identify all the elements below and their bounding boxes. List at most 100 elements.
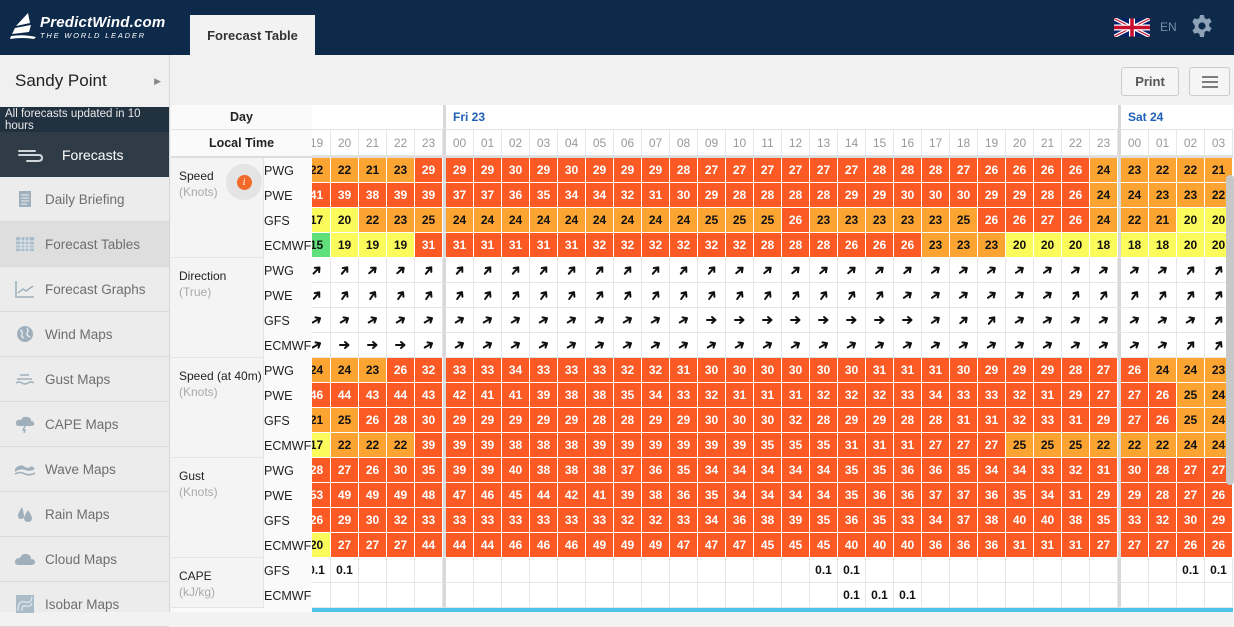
value-cell bbox=[1090, 558, 1118, 583]
value-cell bbox=[950, 558, 978, 583]
info-button[interactable]: i bbox=[226, 164, 262, 200]
value-cell: 25 bbox=[950, 208, 978, 233]
direction-arrow-icon bbox=[586, 308, 614, 333]
value-cell bbox=[698, 558, 726, 583]
location-name: Sandy Point bbox=[15, 71, 107, 90]
value-cell bbox=[670, 583, 698, 608]
value-cell: 0.1 bbox=[866, 583, 894, 608]
value-cell: 48 bbox=[415, 483, 443, 508]
value-cell: 29 bbox=[866, 408, 894, 433]
caret-right-icon: ▶ bbox=[154, 76, 161, 86]
value-cell: 26 bbox=[1149, 408, 1177, 433]
sidebar-item-isobar-maps[interactable]: Isobar Maps bbox=[0, 582, 169, 627]
value-cell: 41 bbox=[502, 383, 530, 408]
direction-arrow-icon bbox=[754, 258, 782, 283]
value-cell: 23 bbox=[922, 233, 950, 258]
sidebar-item-rain-maps[interactable]: Rain Maps bbox=[0, 492, 169, 537]
value-cell: 33 bbox=[586, 508, 614, 533]
value-cell: 32 bbox=[614, 358, 642, 383]
time-cell: 05 bbox=[586, 130, 614, 156]
gear-icon[interactable] bbox=[1190, 14, 1214, 38]
value-cell: 31 bbox=[502, 233, 530, 258]
value-cell: 22 bbox=[359, 433, 387, 458]
value-cell: 38 bbox=[586, 458, 614, 483]
value-cell: 39 bbox=[443, 458, 474, 483]
language-code[interactable]: EN bbox=[1160, 20, 1177, 34]
logo-text: PredictWind.com bbox=[40, 14, 166, 31]
direction-arrow-icon bbox=[1149, 258, 1177, 283]
value-cell: 18 bbox=[1118, 233, 1149, 258]
value-cell bbox=[1149, 583, 1177, 608]
value-cell: 31 bbox=[894, 358, 922, 383]
location-selector[interactable]: Sandy Point ▶ bbox=[0, 55, 169, 107]
sidebar-item-forecast-graphs[interactable]: Forecast Graphs bbox=[0, 267, 169, 312]
table-row: 20 27 27 27 44 44 44 46 46 46 49 49 49 47 47 47 45 45 45 40… bbox=[312, 533, 1233, 558]
value-cell: 40 bbox=[502, 458, 530, 483]
value-cell: 31 bbox=[866, 358, 894, 383]
value-cell: 34 bbox=[726, 458, 754, 483]
value-cell: 23 bbox=[1118, 158, 1149, 183]
sidebar-item-gust-maps[interactable]: Gust Maps bbox=[0, 357, 169, 402]
time-cell: 08 bbox=[670, 130, 698, 156]
value-cell: 35 bbox=[1006, 483, 1034, 508]
group-name: Speed bbox=[179, 169, 214, 183]
model-label: PWG bbox=[263, 458, 312, 483]
value-cell: 34 bbox=[1034, 483, 1062, 508]
value-cell: 31 bbox=[415, 233, 443, 258]
table-row: 53 49 49 49 48 47 46 45 44 42 41 39 38 36 35 34 34 34 34 35… bbox=[312, 483, 1233, 508]
value-cell: 17 bbox=[312, 433, 331, 458]
direction-arrow-icon bbox=[866, 308, 894, 333]
predictwind-logo[interactable]: PredictWind.com THE WORLD LEADER bbox=[10, 12, 170, 44]
tab-forecast-table[interactable]: Forecast Table bbox=[190, 15, 315, 55]
model-label: GFS bbox=[263, 508, 312, 533]
value-cell: 34 bbox=[754, 458, 782, 483]
value-cell: 21 bbox=[359, 158, 387, 183]
sidebar-item-daily-briefing[interactable]: Daily Briefing bbox=[0, 177, 169, 222]
value-cell: 28 bbox=[1062, 358, 1090, 383]
value-cell: 32 bbox=[698, 233, 726, 258]
value-cell: 31 bbox=[866, 433, 894, 458]
sidebar-item-cloud-maps[interactable]: Cloud Maps bbox=[0, 537, 169, 582]
value-cell: 39 bbox=[698, 433, 726, 458]
direction-arrow-icon bbox=[1177, 308, 1205, 333]
value-cell: 29 bbox=[978, 183, 1006, 208]
sidebar-item-label: Rain Maps bbox=[45, 506, 110, 522]
value-cell bbox=[474, 583, 502, 608]
direction-arrow-icon bbox=[474, 333, 502, 358]
menu-button[interactable] bbox=[1189, 67, 1230, 96]
value-cell: 25 bbox=[1177, 383, 1205, 408]
direction-arrow-icon bbox=[614, 258, 642, 283]
table-row: 41 39 38 39 39 37 37 36 35 34 34 32 31 30 29 28 28 28 28 29… bbox=[312, 183, 1233, 208]
value-cell: 17 bbox=[312, 208, 331, 233]
value-cell: 33 bbox=[474, 358, 502, 383]
uk-flag-icon[interactable] bbox=[1114, 18, 1150, 37]
group-label: Speed (at 40m) (Knots) bbox=[179, 368, 262, 400]
sidebar-item-wind-maps[interactable]: Wind Maps bbox=[0, 312, 169, 357]
vertical-scrollbar[interactable] bbox=[1226, 175, 1234, 485]
sidebar-item-forecast-tables[interactable]: Forecast Tables bbox=[0, 222, 169, 267]
value-cell: 23 bbox=[1149, 183, 1177, 208]
value-cell: 34 bbox=[810, 483, 838, 508]
sidebar-item-cape-maps[interactable]: CAPE Maps bbox=[0, 402, 169, 447]
value-cell: 24 bbox=[443, 208, 474, 233]
table-row bbox=[312, 308, 1233, 333]
value-cell: 26 bbox=[1034, 158, 1062, 183]
value-cell: 0.1 bbox=[838, 583, 866, 608]
value-cell: 36 bbox=[838, 508, 866, 533]
direction-arrow-icon bbox=[698, 258, 726, 283]
direction-arrow-icon bbox=[558, 258, 586, 283]
value-cell: 30 bbox=[698, 358, 726, 383]
value-cell bbox=[558, 583, 586, 608]
model-label: PWE bbox=[263, 283, 312, 308]
sidebar-item-wave-maps[interactable]: Wave Maps bbox=[0, 447, 169, 492]
direction-arrow-icon bbox=[387, 333, 415, 358]
direction-arrow-icon bbox=[782, 308, 810, 333]
print-button[interactable]: Print bbox=[1121, 67, 1179, 96]
value-cell: 33 bbox=[670, 383, 698, 408]
sidebar-item-forecasts[interactable]: Forecasts bbox=[0, 132, 169, 177]
time-cell: 23 bbox=[1090, 130, 1118, 156]
value-cell: 31 bbox=[922, 358, 950, 383]
value-cell: 36 bbox=[978, 533, 1006, 558]
value-cell: 26 bbox=[1062, 158, 1090, 183]
document-icon bbox=[0, 190, 45, 208]
